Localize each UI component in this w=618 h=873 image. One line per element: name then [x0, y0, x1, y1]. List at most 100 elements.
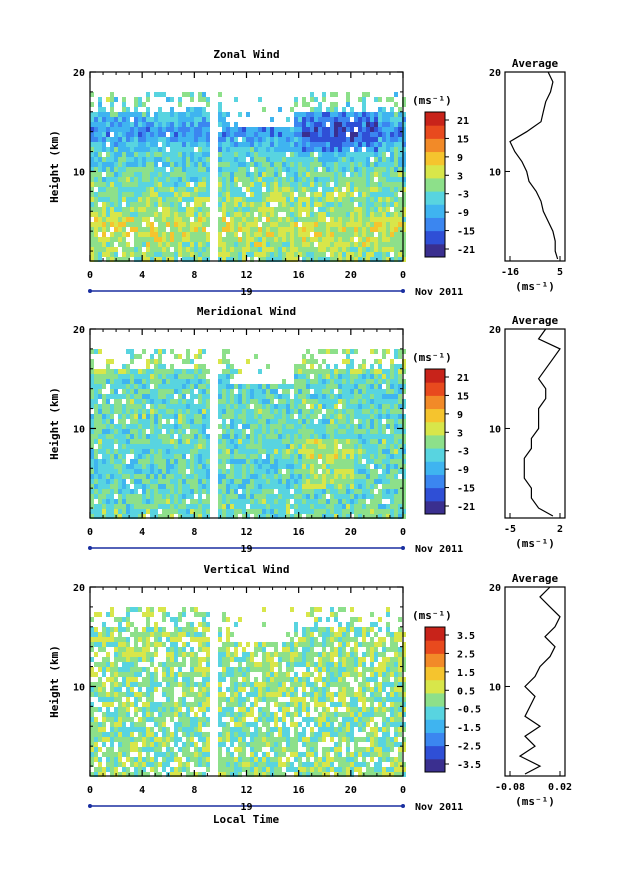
heatmap-cell	[126, 404, 130, 409]
heatmap-cell	[334, 202, 338, 207]
heatmap-cell	[390, 394, 394, 399]
heatmap-cell	[166, 389, 170, 394]
heatmap-cell	[274, 419, 278, 424]
heatmap-cell	[154, 399, 158, 404]
heatmap-cell	[362, 247, 366, 252]
heatmap-cell	[398, 162, 402, 167]
heatmap-cell	[146, 364, 150, 369]
heatmap-cell	[178, 242, 182, 247]
heatmap-cell	[166, 252, 170, 257]
heatmap-cell	[110, 222, 114, 227]
heatmap-cell	[286, 187, 290, 192]
heatmap-cell	[94, 117, 98, 122]
heatmap-cell	[198, 399, 202, 404]
heatmap-cell	[194, 232, 198, 237]
heatmap-cell	[122, 414, 126, 419]
heatmap-cell	[378, 217, 382, 222]
heatmap-cell	[182, 379, 186, 384]
heatmap-cell	[162, 182, 166, 187]
heatmap-cell	[370, 369, 374, 374]
heatmap-cell	[330, 379, 334, 384]
heatmap-cell	[150, 464, 154, 469]
heatmap-cell	[378, 459, 382, 464]
heatmap-cell	[198, 514, 202, 519]
heatmap-cell	[142, 474, 146, 479]
heatmap-cell	[354, 374, 358, 379]
heatmap-cell	[98, 494, 102, 499]
heatmap-cell	[166, 182, 170, 187]
heatmap-cell	[206, 499, 210, 504]
heatmap-cell	[182, 92, 186, 97]
heatmap-cell	[142, 424, 146, 429]
heatmap-cell	[222, 152, 226, 157]
heatmap-cell	[154, 459, 158, 464]
heatmap-cell	[282, 514, 286, 519]
heatmap-cell	[398, 132, 402, 137]
heatmap-cell	[138, 474, 142, 479]
heatmap-cell	[362, 489, 366, 494]
heatmap-cell	[146, 489, 150, 494]
heatmap-cell	[222, 242, 226, 247]
heatmap-cell	[142, 217, 146, 222]
heatmap-cell	[194, 192, 198, 197]
heatmap-cell	[122, 97, 126, 102]
heatmap-cell	[110, 102, 114, 107]
heatmap-cell	[146, 187, 150, 192]
heatmap-cell	[218, 389, 222, 394]
heatmap-cell	[342, 142, 346, 147]
heatmap-cell	[126, 474, 130, 479]
heatmap-cell	[358, 257, 362, 262]
heatmap-cell	[370, 419, 374, 424]
heatmap-cell	[302, 132, 306, 137]
heatmap-cell	[90, 237, 94, 242]
heatmap-cell	[130, 464, 134, 469]
colorbar-segment	[425, 500, 445, 515]
heatmap-cell	[342, 374, 346, 379]
heatmap-cell	[366, 117, 370, 122]
heatmap-cell	[294, 257, 298, 262]
heatmap-cell	[330, 137, 334, 142]
heatmap-cell	[270, 439, 274, 444]
heatmap-cell	[322, 237, 326, 242]
heatmap-cell	[362, 92, 366, 97]
heatmap-cell	[338, 454, 342, 459]
heatmap-cell	[110, 489, 114, 494]
heatmap-cell	[158, 232, 162, 237]
heatmap-cell	[194, 132, 198, 137]
average-x-tick-label: -16	[501, 267, 519, 278]
heatmap-cell	[150, 389, 154, 394]
heatmap-cell	[226, 157, 230, 162]
heatmap-cell	[342, 202, 346, 207]
heatmap-cell	[298, 494, 302, 499]
heatmap-cell	[170, 217, 174, 222]
heatmap-cell	[354, 449, 358, 454]
heatmap-cell	[126, 112, 130, 117]
heatmap-cell	[222, 617, 226, 622]
heatmap-cell	[390, 177, 394, 182]
heatmap-cell	[134, 122, 138, 127]
heatmap-cell	[274, 252, 278, 257]
heatmap-cell	[146, 374, 150, 379]
heatmap-cell	[314, 359, 318, 364]
heatmap-cell	[358, 182, 362, 187]
heatmap-cell	[258, 147, 262, 152]
heatmap-cell	[134, 187, 138, 192]
heatmap-cell	[278, 469, 282, 474]
heatmap-cell	[370, 202, 374, 207]
heatmap-cell	[178, 222, 182, 227]
heatmap-cell	[154, 237, 158, 242]
heatmap-cell	[350, 132, 354, 137]
heatmap-cell	[146, 469, 150, 474]
heatmap-cell	[118, 117, 122, 122]
heatmap-cell	[286, 464, 290, 469]
heatmap-cell	[150, 374, 154, 379]
heatmap-cell	[142, 122, 146, 127]
colorbar-tick-label: 3	[457, 171, 463, 182]
heatmap-cell	[326, 439, 330, 444]
heatmap-cell	[102, 622, 106, 627]
heatmap-cell	[94, 464, 98, 469]
heatmap-cell	[142, 207, 146, 212]
heatmap-cell	[402, 429, 406, 434]
heatmap-cell	[334, 424, 338, 429]
heatmap-cell	[154, 369, 158, 374]
